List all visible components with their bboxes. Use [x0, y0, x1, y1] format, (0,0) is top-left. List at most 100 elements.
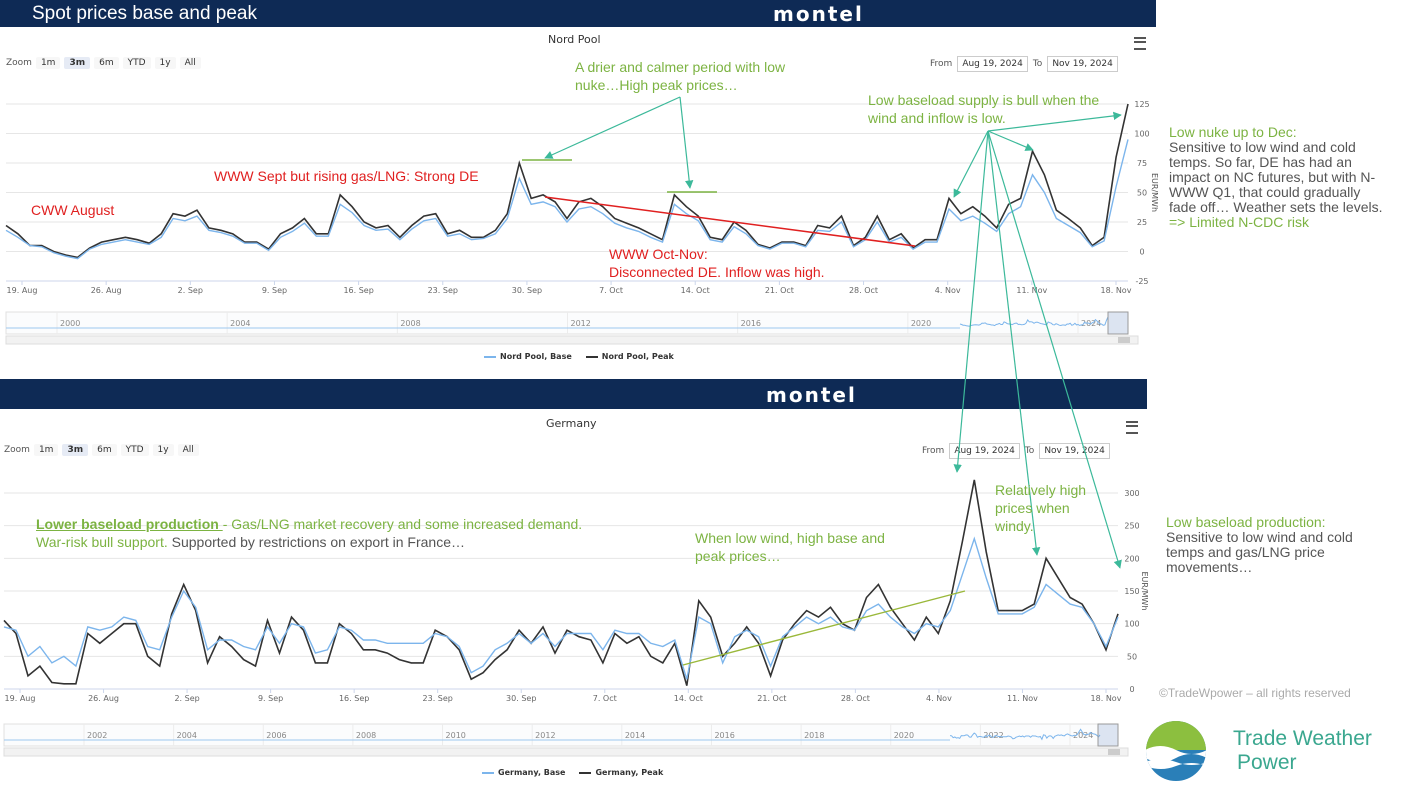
from-date-input[interactable]: Aug 19, 2024	[949, 443, 1020, 459]
navigator-year-label: 2002	[87, 731, 107, 740]
y-tick-label: 50	[1127, 652, 1137, 661]
scrollbar-thumb	[1118, 337, 1130, 343]
x-tick-label: 9. Sep	[262, 286, 287, 295]
scrollbar-thumb	[1108, 749, 1120, 755]
annotation-www-oct-nov-1: WWW Oct-Nov:	[609, 246, 708, 262]
legend-item-base[interactable]: Germany, Base	[482, 768, 565, 777]
bottom-zoom-row: Zoom 1m 3m 6m YTD 1y All	[4, 444, 199, 456]
legend-item-peak[interactable]: Nord Pool, Peak	[585, 352, 674, 361]
y-tick-label: 100	[1134, 130, 1149, 139]
x-tick-label: 9. Sep	[258, 694, 283, 703]
series-line	[3, 479, 1119, 686]
x-tick-label: 26. Aug	[88, 694, 119, 703]
navigator-year-label: 2012	[535, 731, 555, 740]
y-tick-label: 250	[1124, 522, 1139, 531]
y-tick-label: 125	[1134, 100, 1149, 109]
zoom-3m-button[interactable]: 3m	[62, 444, 89, 456]
lower-baseload-title: Lower baseload production	[36, 516, 223, 532]
zoom-1m-button[interactable]: 1m	[35, 57, 61, 69]
legend-item-peak[interactable]: Germany, Peak	[579, 768, 663, 777]
bottom-chart-plot: 0 50 100 150 200 250 300 EUR/MWh 19. Aug 26. Aug 2…	[3, 479, 1149, 757]
x-tick-label: 14. Oct	[674, 694, 703, 703]
zoom-6m-button[interactable]: 6m	[94, 57, 119, 69]
zoom-3m-button[interactable]: 3m	[64, 57, 91, 69]
top-date-range: From Aug 19, 2024 To Nov 19, 2024	[930, 56, 1118, 72]
x-tick-label: 30. Sep	[512, 286, 542, 295]
zoom-ytd-button[interactable]: YTD	[120, 444, 149, 456]
zoom-label: Zoom	[6, 58, 32, 68]
annotation-war-risk: War-risk bull support. Supported by rest…	[36, 533, 656, 551]
navigator-year-label: 2016	[714, 731, 734, 740]
to-date-input[interactable]: Nov 19, 2024	[1047, 56, 1118, 72]
navigator-year-label: 2016	[741, 319, 761, 328]
x-tick-label: 11. Nov	[1007, 694, 1038, 703]
side-bottom-title: Low baseload production:	[1166, 514, 1326, 530]
scrollbar	[5, 335, 1139, 345]
zoom-1m-button[interactable]: 1m	[33, 444, 59, 456]
zoom-all-button[interactable]: All	[177, 444, 199, 456]
y-tick-label: -25	[1135, 277, 1148, 286]
side-note-top: Low nuke up to Dec: Sensitive to low win…	[1169, 125, 1389, 230]
navigator-selection	[1107, 311, 1129, 335]
x-tick-label: 19. Aug	[5, 694, 36, 703]
x-tick-label: 16. Sep	[339, 694, 369, 703]
logo-text-2: Power	[1237, 751, 1297, 774]
side-note-bottom: Low baseload production: Sensitive to lo…	[1166, 515, 1391, 575]
y-tick-label: 200	[1124, 554, 1139, 563]
zoom-6m-button[interactable]: 6m	[92, 444, 117, 456]
copyright: ©TradeWpower – all rights reserved	[1159, 686, 1351, 700]
y-tick-label: 25	[1137, 218, 1147, 227]
top-zoom-row: Zoom 1m 3m 6m YTD 1y All	[6, 57, 201, 69]
x-tick-label: 30. Sep	[506, 694, 536, 703]
montel-logo-top: montel	[773, 2, 864, 26]
arrow-bull-1	[953, 130, 989, 198]
y-tick-label: 0	[1129, 685, 1134, 694]
navigator-series	[959, 316, 1109, 327]
x-tick-label: 23. Sep	[423, 694, 453, 703]
series-line	[5, 139, 1129, 260]
x-tick-label: 21. Oct	[757, 694, 786, 703]
navigator-year-label: 2008	[400, 319, 420, 328]
top-chart-menu-icon[interactable]	[1134, 37, 1146, 50]
lower-baseload-rest: - Gas/LNG market recovery and some incre…	[222, 516, 583, 532]
x-tick-label: 21. Oct	[765, 286, 794, 295]
legend-label: Germany, Peak	[595, 768, 664, 777]
slide-title: Spot prices base and peak	[32, 3, 257, 24]
arrow-drier-1	[544, 96, 681, 159]
navigator-year-label: 2004	[177, 731, 197, 740]
navigator-series	[949, 728, 1101, 741]
navigator-year-label: 2022	[983, 731, 1003, 740]
legend-label: Nord Pool, Base	[500, 352, 572, 361]
bottom-legend: Germany, Base Germany, Peak	[482, 768, 663, 777]
middle-banner: montel	[0, 379, 1147, 409]
bottom-chart-title: Germany	[546, 417, 597, 430]
annotation-low-wind: When low wind, high base and peak prices…	[695, 530, 885, 564]
legend-label: Nord Pool, Peak	[601, 352, 674, 361]
legend-item-base[interactable]: Nord Pool, Base	[484, 352, 572, 361]
annotation-cww-august: CWW August	[31, 202, 115, 218]
series-line	[5, 103, 1129, 259]
navigator-year-label: 2020	[894, 731, 914, 740]
bottom-chart-menu-icon[interactable]	[1126, 421, 1138, 434]
from-date-input[interactable]: Aug 19, 2024	[957, 56, 1028, 72]
trade-weather-power-logo-icon	[1146, 721, 1206, 781]
x-tick-label: 2. Sep	[178, 286, 203, 295]
navigator-year-label: 2006	[266, 731, 286, 740]
annotation-www-oct-nov-2: Disconnected DE. Inflow was high.	[609, 264, 825, 280]
annotation-drier-calmer: A drier and calmer period with low nuke……	[575, 59, 786, 93]
y-tick-label: 150	[1124, 587, 1139, 596]
zoom-1y-button[interactable]: 1y	[154, 57, 176, 69]
zoom-ytd-button[interactable]: YTD	[122, 57, 151, 69]
y-tick-label: 0	[1139, 248, 1144, 257]
x-tick-label: 26. Aug	[91, 286, 122, 295]
annotation-arrows	[522, 96, 1122, 666]
top-legend: Nord Pool, Base Nord Pool, Peak	[484, 352, 674, 361]
to-date-input[interactable]: Nov 19, 2024	[1039, 443, 1110, 459]
x-tick-label: 11. Nov	[1016, 286, 1047, 295]
zoom-all-button[interactable]: All	[179, 57, 201, 69]
arrow-bull-2	[987, 130, 1034, 151]
arrow-bull-3	[987, 111, 1122, 132]
zoom-1y-button[interactable]: 1y	[152, 444, 174, 456]
navigator-year-label: 2004	[230, 319, 250, 328]
